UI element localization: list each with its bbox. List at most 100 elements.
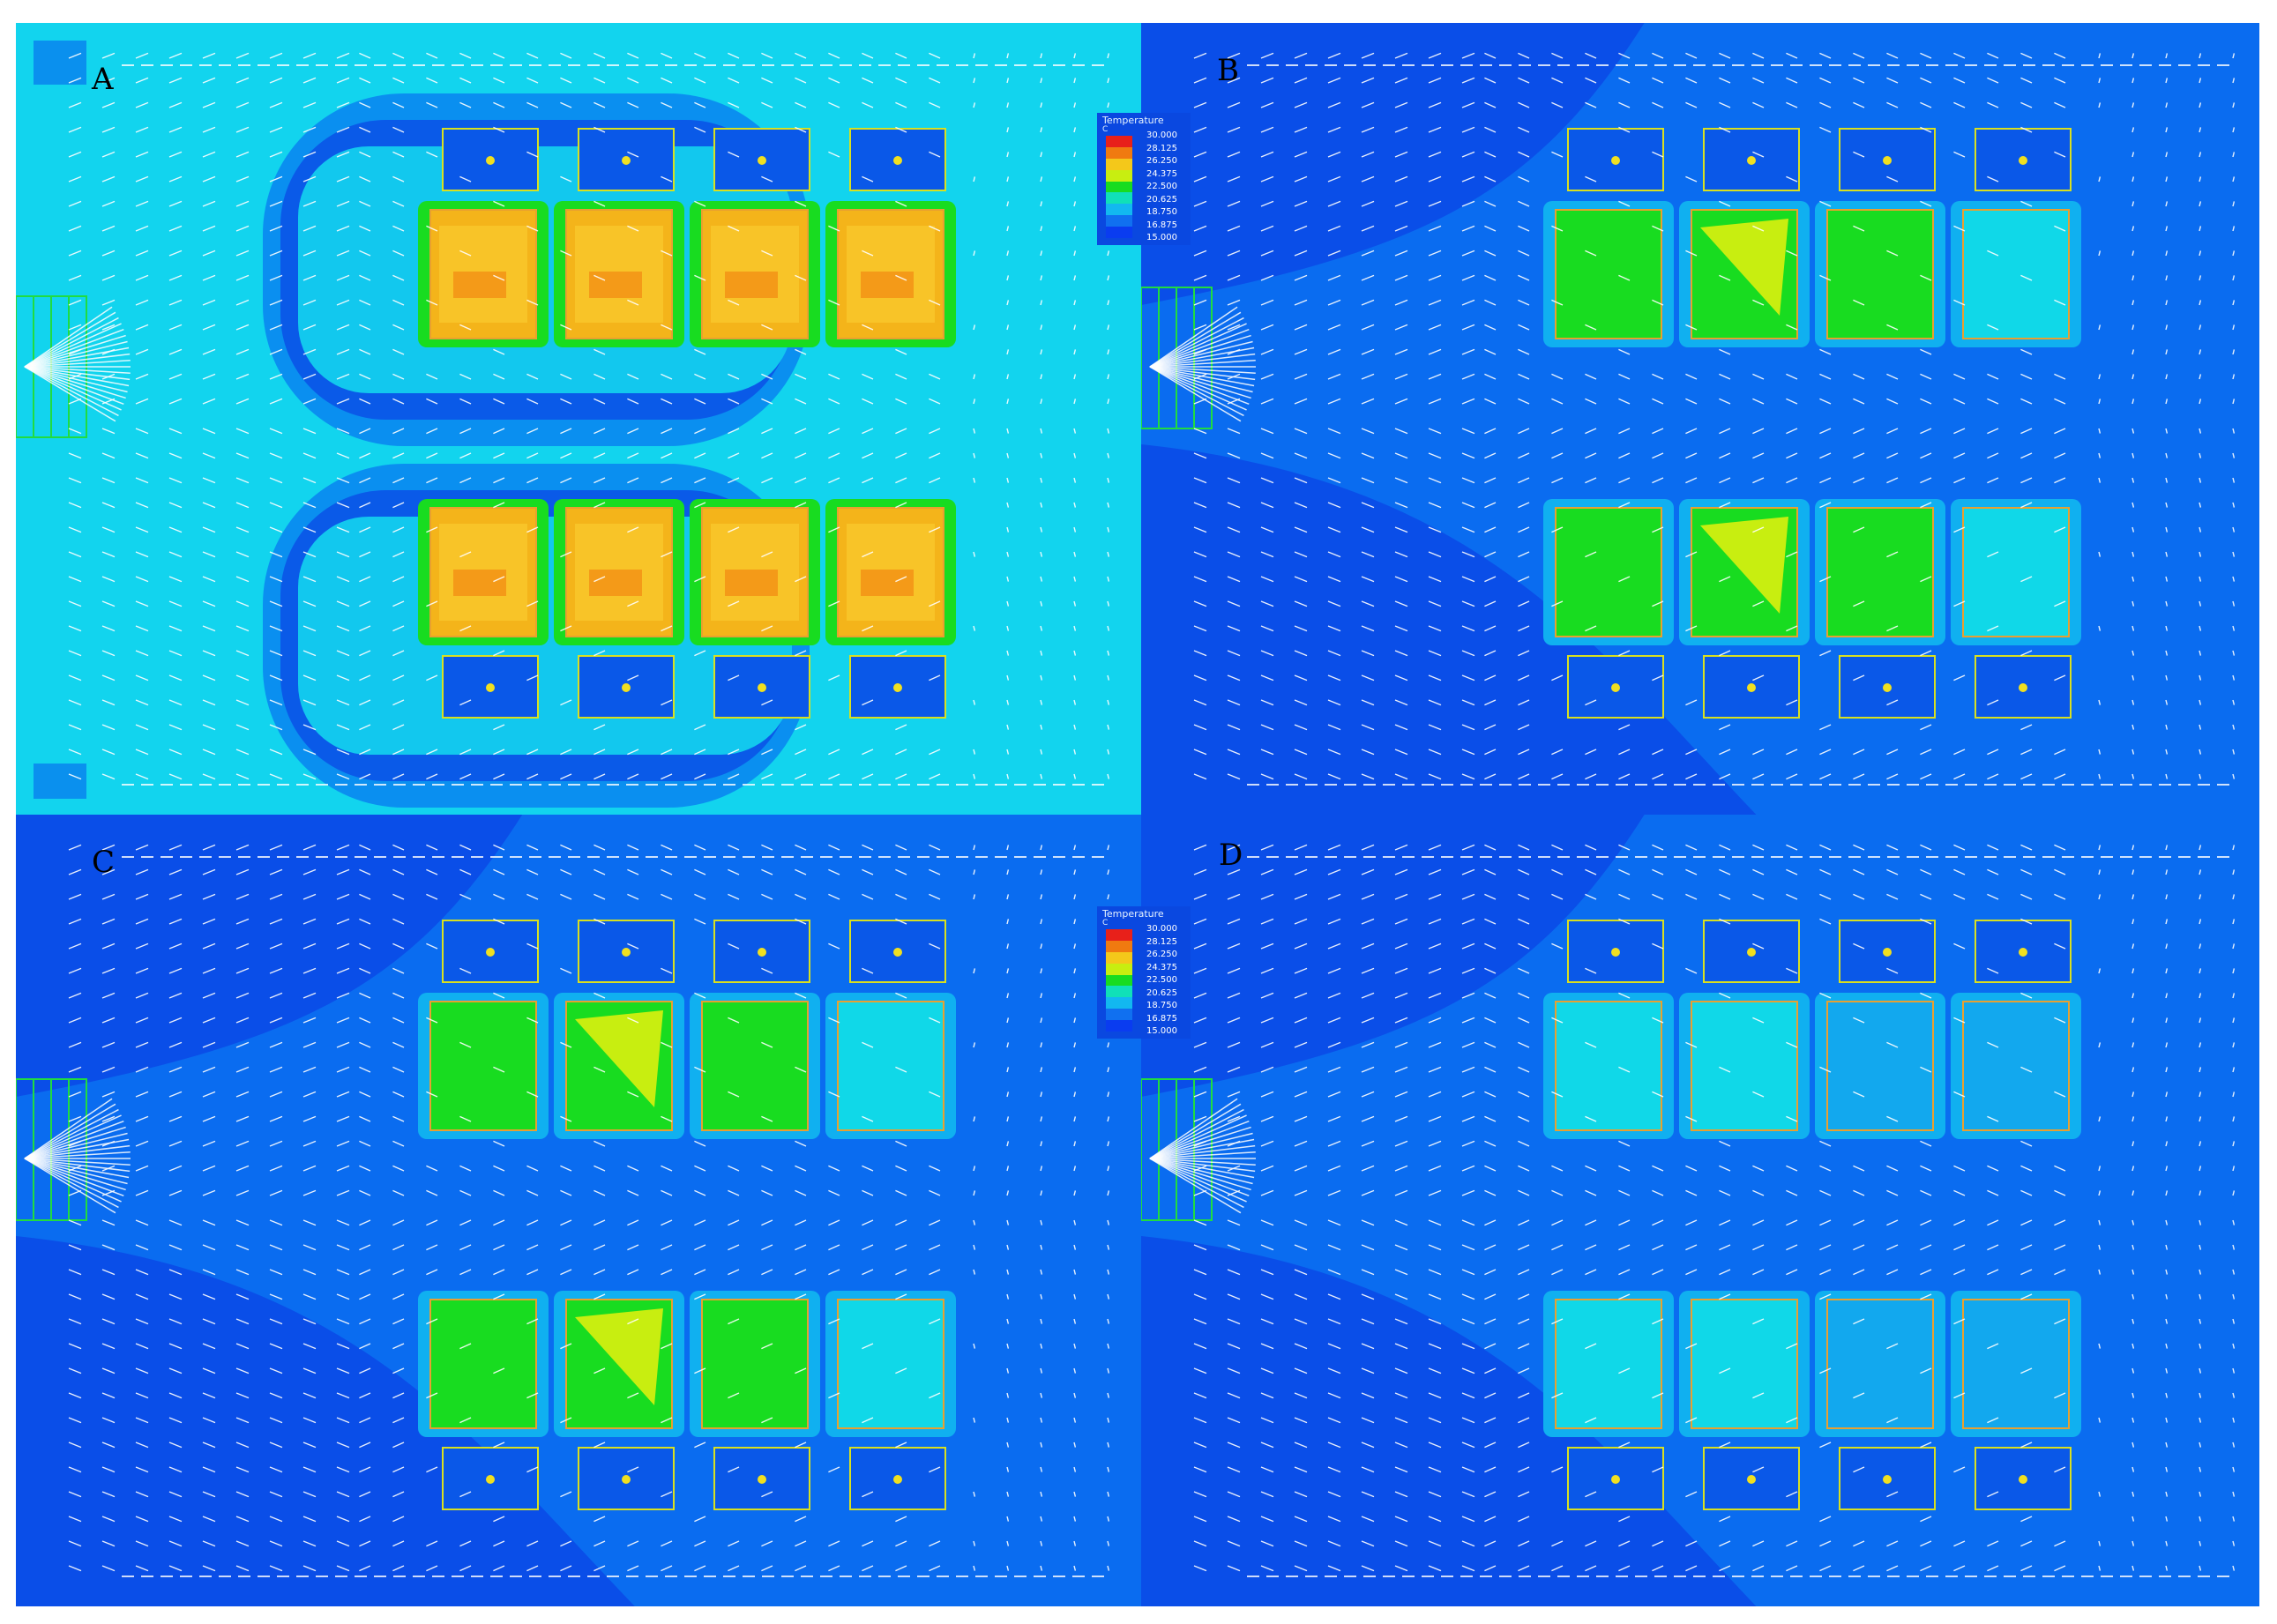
velocity-vector xyxy=(1652,773,1664,780)
velocity-vector xyxy=(1987,1269,1999,1276)
velocity-vector xyxy=(2131,1042,2135,1048)
velocity-vector xyxy=(135,650,149,657)
velocity-vector xyxy=(1193,650,1207,657)
velocity-vector xyxy=(929,893,941,900)
velocity-vector xyxy=(336,1466,350,1473)
velocity-vector xyxy=(1327,250,1341,257)
velocity-vector xyxy=(2131,349,2135,355)
velocity-vector xyxy=(359,1491,371,1498)
velocity-vector xyxy=(1193,324,1207,331)
velocity-vector xyxy=(302,428,317,435)
velocity-vector xyxy=(2054,1017,2066,1024)
velocity-vector xyxy=(828,1269,840,1276)
velocity-vector xyxy=(392,773,405,780)
rack xyxy=(1691,1300,1797,1428)
velocity-vector xyxy=(1361,699,1375,706)
velocity-vector xyxy=(235,1091,250,1098)
velocity-vector xyxy=(101,724,116,731)
velocity-vector xyxy=(1294,967,1308,974)
velocity-vector xyxy=(1886,1041,1899,1048)
velocity-vector xyxy=(2232,1491,2236,1497)
velocity-vector xyxy=(694,200,706,207)
velocity-vector xyxy=(1953,373,1966,380)
velocity-vector xyxy=(2232,152,2236,158)
velocity-vector xyxy=(2199,53,2202,59)
velocity-vector xyxy=(1719,452,1731,459)
velocity-vector xyxy=(594,52,606,59)
velocity-vector xyxy=(1953,1318,1966,1325)
velocity-vector xyxy=(1585,1269,1597,1276)
velocity-vector xyxy=(1006,1190,1010,1196)
velocity-vector xyxy=(269,324,283,331)
velocity-vector xyxy=(1752,1165,1765,1172)
legend-color-step xyxy=(1106,192,1132,205)
velocity-vector xyxy=(2131,399,2135,405)
velocity-vector xyxy=(1853,398,1865,405)
inlet-jet-vector xyxy=(24,1108,119,1159)
velocity-vector xyxy=(862,1244,874,1251)
velocity-vector xyxy=(1585,967,1597,974)
velocity-vector xyxy=(202,151,216,158)
velocity-vector xyxy=(795,844,807,851)
velocity-vector xyxy=(1518,526,1530,533)
velocity-vector xyxy=(202,477,216,484)
velocity-vector xyxy=(2199,1190,2202,1196)
velocity-vector xyxy=(302,992,317,999)
velocity-vector xyxy=(2232,773,2236,779)
velocity-vector xyxy=(1953,428,1966,435)
velocity-vector xyxy=(1920,1367,1932,1374)
velocity-vector xyxy=(392,749,405,756)
velocity-vector xyxy=(2020,1516,2033,1523)
velocity-vector xyxy=(235,576,250,583)
velocity-vector xyxy=(2199,894,2202,900)
velocity-vector xyxy=(1461,844,1475,851)
velocity-vector xyxy=(1193,1491,1207,1498)
velocity-vector xyxy=(392,1417,405,1424)
velocity-vector xyxy=(168,992,183,999)
velocity-vector xyxy=(1394,1115,1408,1122)
velocity-vector xyxy=(2232,674,2236,681)
velocity-vector xyxy=(1987,1189,1999,1196)
velocity-vector xyxy=(761,250,773,257)
velocity-vector xyxy=(1294,175,1308,183)
velocity-vector xyxy=(1461,868,1475,875)
velocity-vector xyxy=(1073,845,1077,851)
velocity-vector xyxy=(1073,1190,1077,1196)
velocity-vector xyxy=(1227,1516,1241,1523)
velocity-vector xyxy=(68,1491,82,1498)
velocity-vector xyxy=(2199,1392,2202,1398)
velocity-vector xyxy=(359,868,371,875)
velocity-vector xyxy=(1006,993,1010,999)
velocity-vector xyxy=(202,1441,216,1449)
velocity-vector xyxy=(1107,869,1110,875)
velocity-vector xyxy=(1006,53,1010,59)
velocity-vector xyxy=(1006,349,1010,355)
rack xyxy=(430,1002,536,1130)
velocity-vector xyxy=(1294,1091,1308,1098)
velocity-vector xyxy=(1107,78,1110,84)
velocity-vector xyxy=(2098,869,2102,875)
inlet-grid-cell xyxy=(1193,1078,1213,1221)
velocity-vector xyxy=(795,373,807,380)
velocity-vector xyxy=(1260,551,1274,558)
velocity-vector xyxy=(1073,300,1077,306)
velocity-vector xyxy=(359,126,371,133)
velocity-vector xyxy=(929,942,941,950)
velocity-vector xyxy=(1461,600,1475,607)
velocity-vector xyxy=(1652,942,1664,950)
velocity-vector xyxy=(1073,324,1077,331)
velocity-vector xyxy=(2199,78,2202,84)
velocity-vector xyxy=(1294,893,1308,900)
velocity-vector xyxy=(202,942,216,950)
velocity-vector xyxy=(661,749,673,756)
velocity-vector xyxy=(1719,893,1731,900)
velocity-vector xyxy=(1107,699,1110,705)
velocity-vector xyxy=(359,1115,371,1122)
velocity-vector xyxy=(493,893,505,900)
velocity-vector xyxy=(359,373,371,380)
velocity-vector xyxy=(1461,52,1475,59)
velocity-vector xyxy=(627,893,639,900)
velocity-vector xyxy=(1853,1165,1865,1172)
velocity-vector xyxy=(627,1540,639,1547)
velocity-vector xyxy=(929,151,941,158)
